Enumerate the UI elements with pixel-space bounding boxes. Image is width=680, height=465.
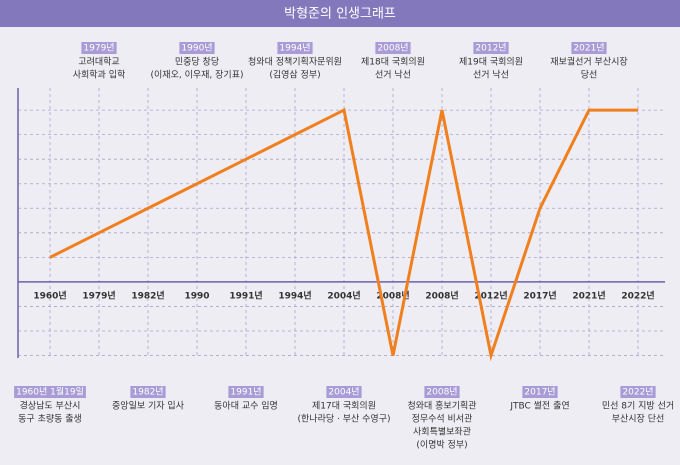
year-label: 2008년 — [377, 43, 408, 54]
year-label-bg — [228, 386, 264, 398]
annotation-text: 정무수석 비서관 — [412, 414, 473, 425]
year-label: 1991년 — [230, 387, 261, 398]
x-tick-label: 1979년 — [82, 289, 115, 301]
x-tick-label: 1994년 — [278, 289, 311, 301]
life-line — [49, 107, 638, 362]
annotation-text: 동구 초량동 출생 — [18, 413, 82, 425]
annotation-text: 부산시장 단선 — [612, 414, 665, 425]
annotation-text: (이명박 정부) — [416, 440, 467, 451]
annotation-text: 청와대 홍보기획관 — [407, 400, 476, 412]
year-label-bg — [130, 386, 166, 398]
annotation-text: 경상남도 부산시 — [20, 400, 81, 412]
annotation-text: 재보궐선거 부산시장 — [550, 57, 627, 68]
annotation-text: 동아대 교수 임명 — [214, 400, 278, 412]
title-bar — [0, 0, 680, 27]
annotation-text: (이재오, 이우재, 장기표) — [151, 70, 244, 81]
year-label: 2008년 — [426, 387, 457, 398]
annotation-text: 당선 — [581, 70, 598, 81]
x-tick-label: 2021년 — [572, 289, 605, 301]
x-tick-label: 2017년 — [523, 289, 556, 301]
x-tick-label: 2004년 — [327, 289, 360, 301]
year-label-bg — [571, 42, 607, 54]
annotation-text: 민중당 창당 — [175, 57, 219, 68]
year-label: 1990년 — [181, 43, 212, 54]
year-label: 1960년 1월19일 — [16, 386, 84, 398]
annotation-text: 제19대 국회의원 — [459, 57, 523, 68]
annotation-text: 제17대 국회의원 — [312, 401, 376, 412]
annotation-text: 민선 8기 지방 선거 — [602, 401, 674, 412]
year-label-bg — [620, 386, 656, 398]
annotation-text: 선거 낙선 — [473, 70, 509, 81]
year-label-bg — [14, 386, 86, 398]
x-tick-label: 2008년 — [425, 289, 458, 301]
year-label: 1979년 — [83, 43, 114, 54]
x-tick-label: 1960년 — [33, 289, 66, 301]
annotation-text: 사회특별보좌관 — [413, 427, 471, 438]
year-label: 1994년 — [279, 43, 310, 54]
annotation-text: 제18대 국회의원 — [361, 57, 425, 68]
annotation-text: 중앙일보 기자 입사 — [112, 400, 185, 412]
year-label: 1982년 — [132, 387, 163, 398]
year-label: 2022년 — [622, 387, 653, 398]
year-label-bg — [375, 42, 411, 54]
year-label: 2004년 — [328, 387, 359, 398]
x-tick-label: 1990 — [184, 291, 209, 301]
annotation-text: 고려대학교 — [78, 57, 119, 68]
year-label-bg — [326, 386, 362, 398]
x-tick-label: 1982년 — [131, 289, 164, 301]
annotation-text: 선거 낙선 — [375, 70, 411, 81]
year-label: 2021년 — [573, 43, 604, 54]
chart-title: 박형준의 인생그래프 — [284, 7, 396, 22]
annotation-text: 사회학과 입학 — [73, 69, 126, 81]
year-label-bg — [277, 42, 313, 54]
year-label-bg — [473, 42, 509, 54]
x-tick-label: 1991년 — [229, 289, 262, 301]
annotation-text: 청와대 정책기획자문위원 — [248, 56, 342, 68]
x-tick-label: 2022년 — [621, 289, 654, 301]
year-label: 2017년 — [524, 387, 555, 398]
annotation-text: (김영삼 정부) — [269, 69, 320, 81]
year-label-bg — [81, 42, 117, 54]
year-label: 2012년 — [475, 43, 506, 54]
x-tick-label: 2008년 — [376, 289, 409, 301]
year-label-bg — [179, 42, 215, 54]
year-label-bg — [522, 386, 558, 398]
annotation-text: (한나라당 · 부산 수영구) — [298, 414, 391, 425]
year-label-bg — [424, 386, 460, 398]
annotation-text: JTBC 썰전 출연 — [509, 401, 569, 412]
x-tick-label: 2012년 — [474, 289, 507, 301]
